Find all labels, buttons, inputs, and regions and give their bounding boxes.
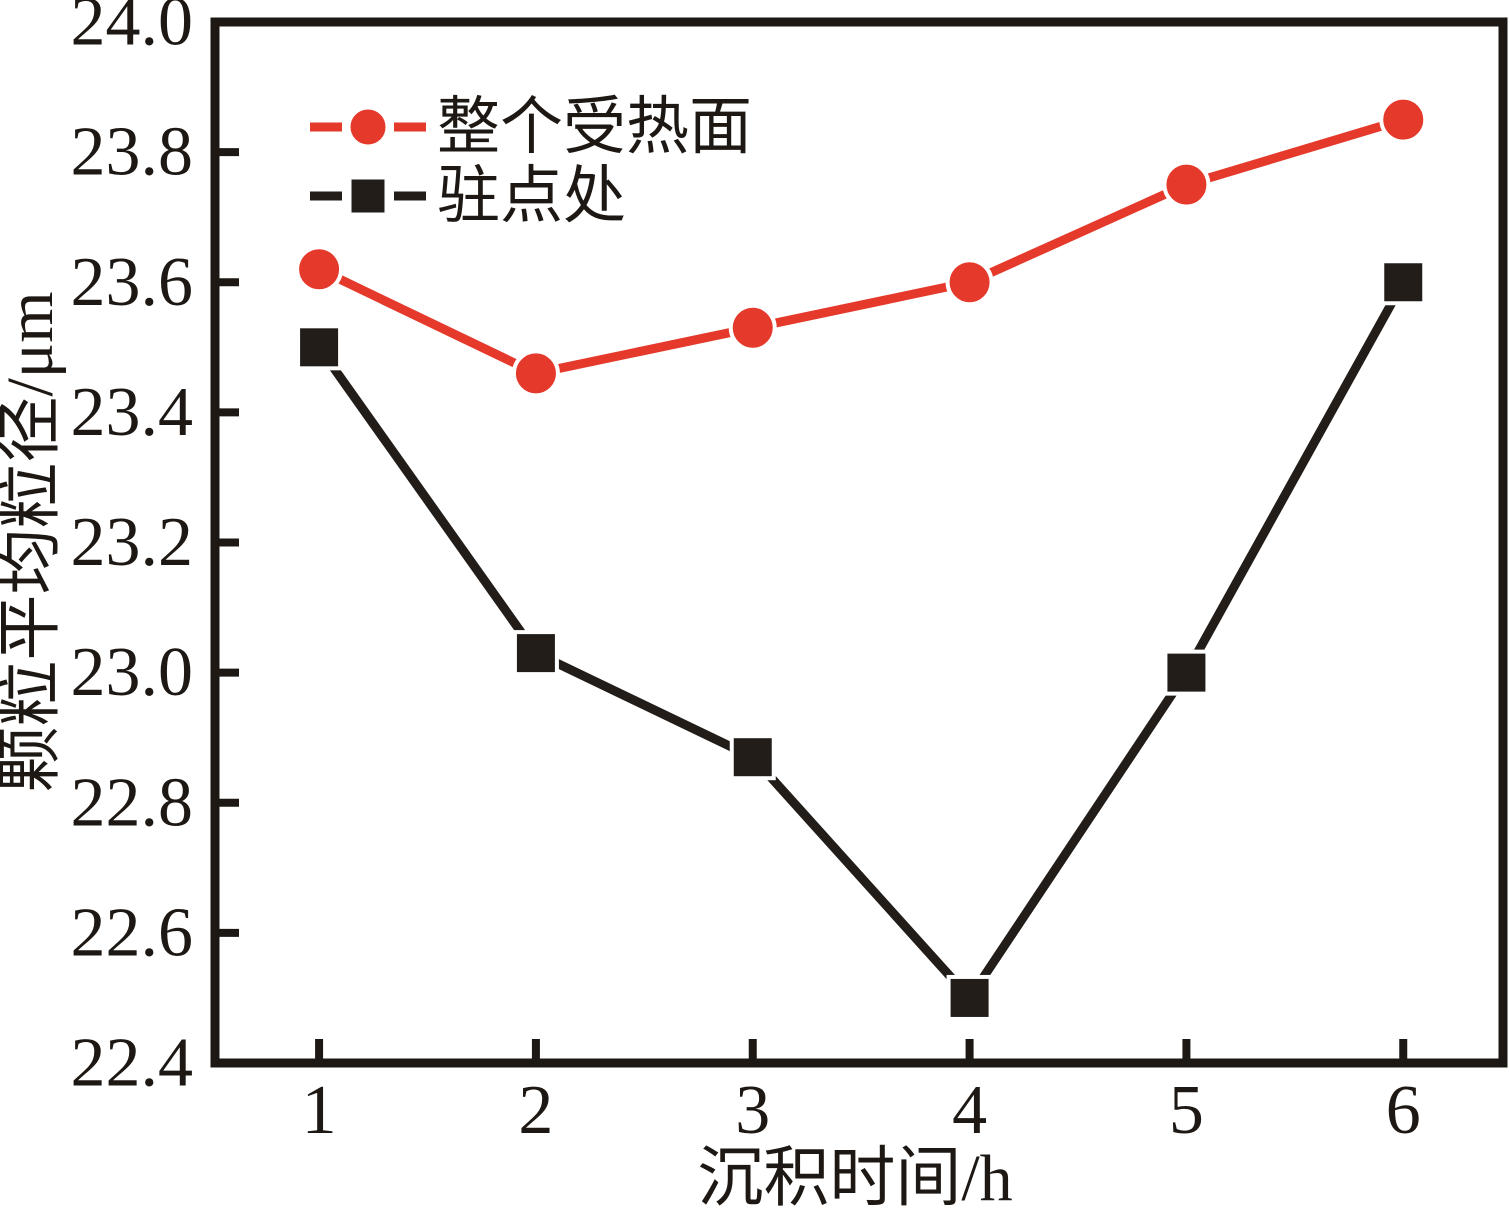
- series-1-marker: [296, 324, 343, 371]
- axis-ticks: 22.4 22.6 22.8 23.0 23.2 23.4 23.6 23.8 24.0 1 2 3 4…: [71, 0, 1421, 1149]
- series-0-marker: [1162, 160, 1211, 209]
- series-1-marker: [729, 734, 776, 781]
- y-axis-tick-label: 23.2: [71, 504, 194, 581]
- x-axis-title: 沉积时间/h: [697, 1142, 1012, 1209]
- y-axis-tick-label: 23.6: [71, 244, 194, 321]
- series-1-marker: [1163, 649, 1210, 696]
- data-series: [295, 95, 1428, 1021]
- y-axis-tick-label: 22.6: [71, 894, 194, 971]
- y-axis-tick-label: 23.0: [71, 634, 194, 711]
- series-1-marker: [1380, 259, 1427, 306]
- series-1-marker: [512, 630, 559, 677]
- plot-border: [210, 17, 1508, 1068]
- legend-marker-circle: [347, 106, 389, 148]
- y-axis-tick-label: 23.4: [71, 374, 194, 451]
- series-0-marker: [295, 245, 344, 294]
- x-axis-tick-label: 5: [1169, 1072, 1204, 1149]
- series-0-marker: [728, 303, 777, 352]
- series-0-marker: [511, 349, 560, 398]
- y-axis-tick-label: 22.4: [71, 1025, 194, 1102]
- series-0-line: [317, 115, 1405, 379]
- x-axis-tick-label: 1: [302, 1072, 337, 1149]
- plot-frame: [210, 17, 1508, 1068]
- x-axis-tick-label: 3: [735, 1072, 770, 1149]
- y-axis-tick-label: 24.0: [71, 0, 194, 61]
- legend-marker-square: [348, 176, 388, 216]
- series-1-line: [315, 280, 1408, 1006]
- series-0-marker: [945, 258, 994, 307]
- y-axis-tick-label: 23.8: [71, 114, 194, 191]
- legend-label: 驻点处: [437, 161, 626, 231]
- series-1-marker: [946, 974, 993, 1021]
- y-axis-title: 颗粒平均粒径/μm: [0, 291, 67, 792]
- x-axis-tick-label: 6: [1386, 1072, 1421, 1149]
- y-axis-tick-label: 22.8: [71, 764, 194, 841]
- x-axis-tick-label: 4: [952, 1072, 987, 1149]
- series-0-marker: [1379, 95, 1428, 144]
- x-axis-tick-label: 2: [518, 1072, 553, 1149]
- legend-label: 整个受热面: [437, 92, 752, 162]
